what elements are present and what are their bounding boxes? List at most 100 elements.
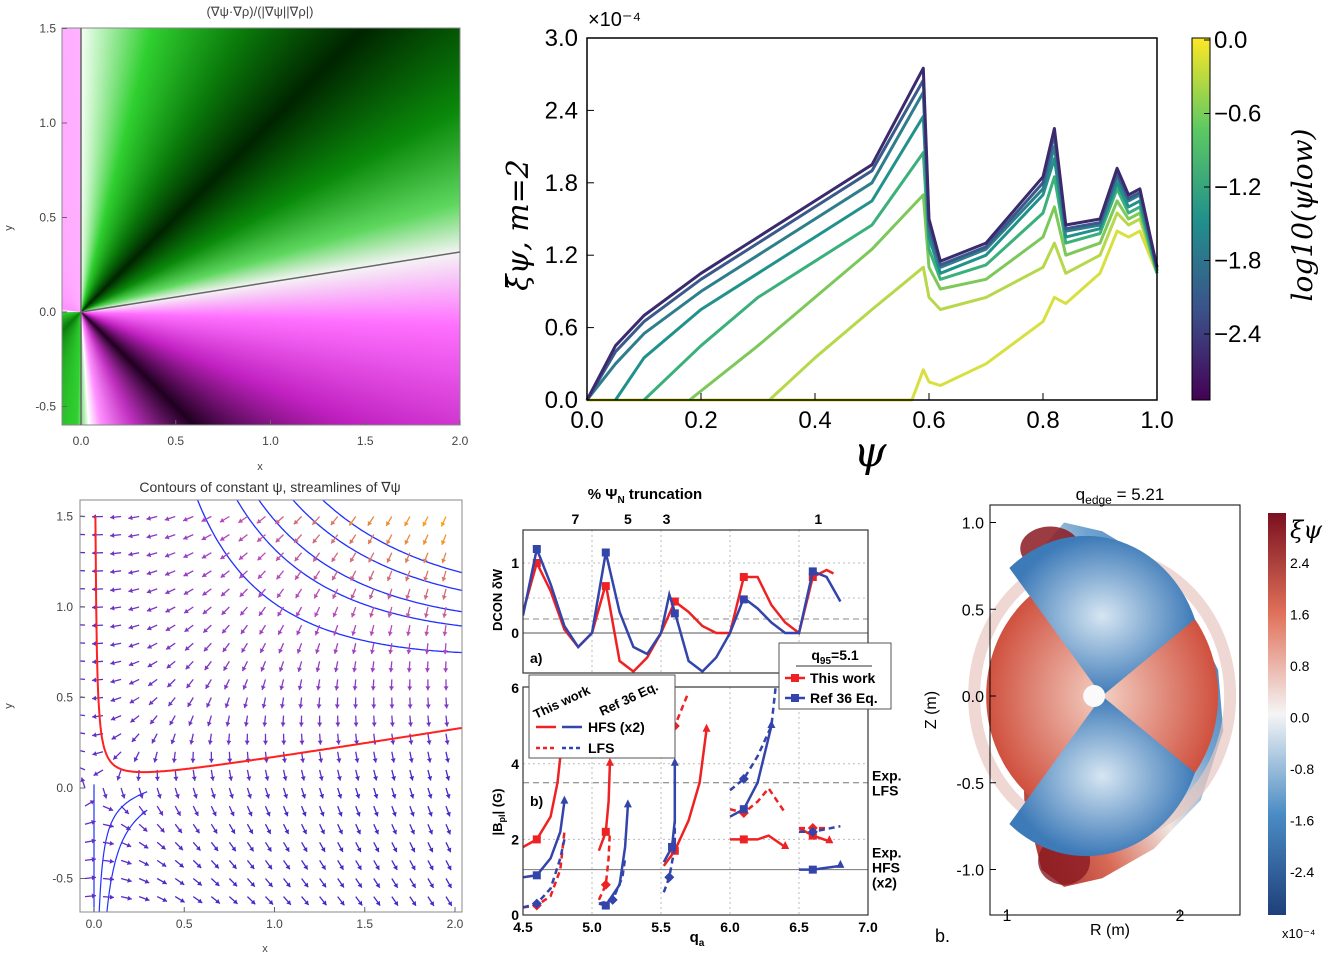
arrowhead [408,758,414,763]
arrowhead [405,576,410,582]
arrowhead [266,829,271,834]
arrowhead [333,630,338,636]
arrowhead [171,758,177,763]
tick-label: 1.0 [39,116,56,130]
arrowhead [110,569,115,575]
arrowhead [390,740,396,745]
arrowhead [257,555,263,561]
tick-label: -0.5 [956,776,984,793]
arrowhead [423,576,429,582]
streamline-arrow [80,767,86,771]
arrowhead [170,739,176,745]
arrowhead [426,722,432,727]
bfield-curve [662,763,677,863]
panel-tag: b. [935,926,950,946]
arrowhead [151,738,157,744]
arrowhead [369,631,375,636]
arrowhead [221,610,227,615]
arrowhead [302,847,308,852]
tick-label: 1.5 [56,510,73,524]
arrowhead [74,676,78,681]
arrowhead [240,610,245,616]
arrowhead [91,875,96,881]
arrowhead [405,613,411,618]
arrowhead [128,515,133,521]
arrowhead [444,722,450,727]
arrowhead [316,704,322,709]
tick-label: 0.4 [798,407,831,434]
tick-label: 0.0 [73,434,90,448]
dw-marker [601,582,610,591]
arrowhead [440,521,446,527]
arrowhead [354,740,359,745]
arrowhead [173,776,179,781]
arrowhead [391,776,397,781]
arrowhead [249,864,255,870]
colorbar-tick-label: −1.2 [1214,174,1261,201]
displacement-curve [768,211,1159,402]
arrowhead [352,686,358,691]
y-axis-label: y [3,225,15,231]
x-axis-label: ψ [854,427,888,476]
arrowhead [165,589,170,595]
arrowhead [350,557,355,563]
streamline-arrow [80,660,86,662]
legend-label-this-work: This work [810,670,876,686]
arrowhead [670,757,679,766]
arrowhead [318,758,324,763]
tick-label: 1.0 [262,434,279,448]
arrowhead [427,776,433,781]
arrowhead [368,557,373,563]
arrowhead [166,663,172,669]
arrowhead [355,811,361,817]
plot-frame [79,499,463,913]
arrowhead [446,829,452,835]
dw-marker [808,567,817,576]
tick-label: 1.0 [56,600,73,614]
arrowhead [74,586,78,591]
colorbar [1268,513,1286,915]
arrowhead [312,538,318,544]
dw-marker [601,548,610,557]
tick-label: 1.0 [962,516,984,533]
arrowhead [321,882,327,888]
arrowhead [185,645,190,651]
arrowhead [339,900,345,906]
arrowhead [258,592,263,598]
arrowhead [187,702,192,707]
dw-marker [532,559,541,567]
tick-label: 7.0 [858,919,878,935]
arrowhead [387,613,393,618]
streamline-arrow [80,749,86,753]
arrowhead [349,520,354,526]
arrowhead [239,573,244,579]
panel-title: qedge = 5.21 [1076,485,1165,507]
arrowhead [156,793,162,799]
dw-marker [739,595,748,604]
arrowhead [178,845,183,851]
arrowhead [427,793,433,799]
arrowhead [390,758,396,763]
psi-contour [98,791,148,912]
arrowhead [406,631,411,636]
legend-marker-ref36 [791,694,799,702]
arrowhead [441,595,447,600]
arrowhead [408,740,414,745]
displacement-curve [585,66,1159,401]
arrowhead [176,811,181,816]
arrowhead [183,590,189,595]
arrowhead [423,594,429,600]
arrowhead [428,829,433,835]
colorbar-multiplier: x10⁻⁴ [1282,926,1315,941]
arrowhead [404,539,410,545]
arrowhead [447,901,452,906]
arrowhead [339,865,344,870]
arrowhead [238,518,244,523]
arrowhead [203,646,209,652]
arrowhead [243,703,249,709]
tick-label: 0.5 [56,691,73,705]
arrowhead [183,571,189,577]
arrowhead [411,901,416,906]
arrowhead [355,776,360,781]
arrowhead [373,776,378,781]
